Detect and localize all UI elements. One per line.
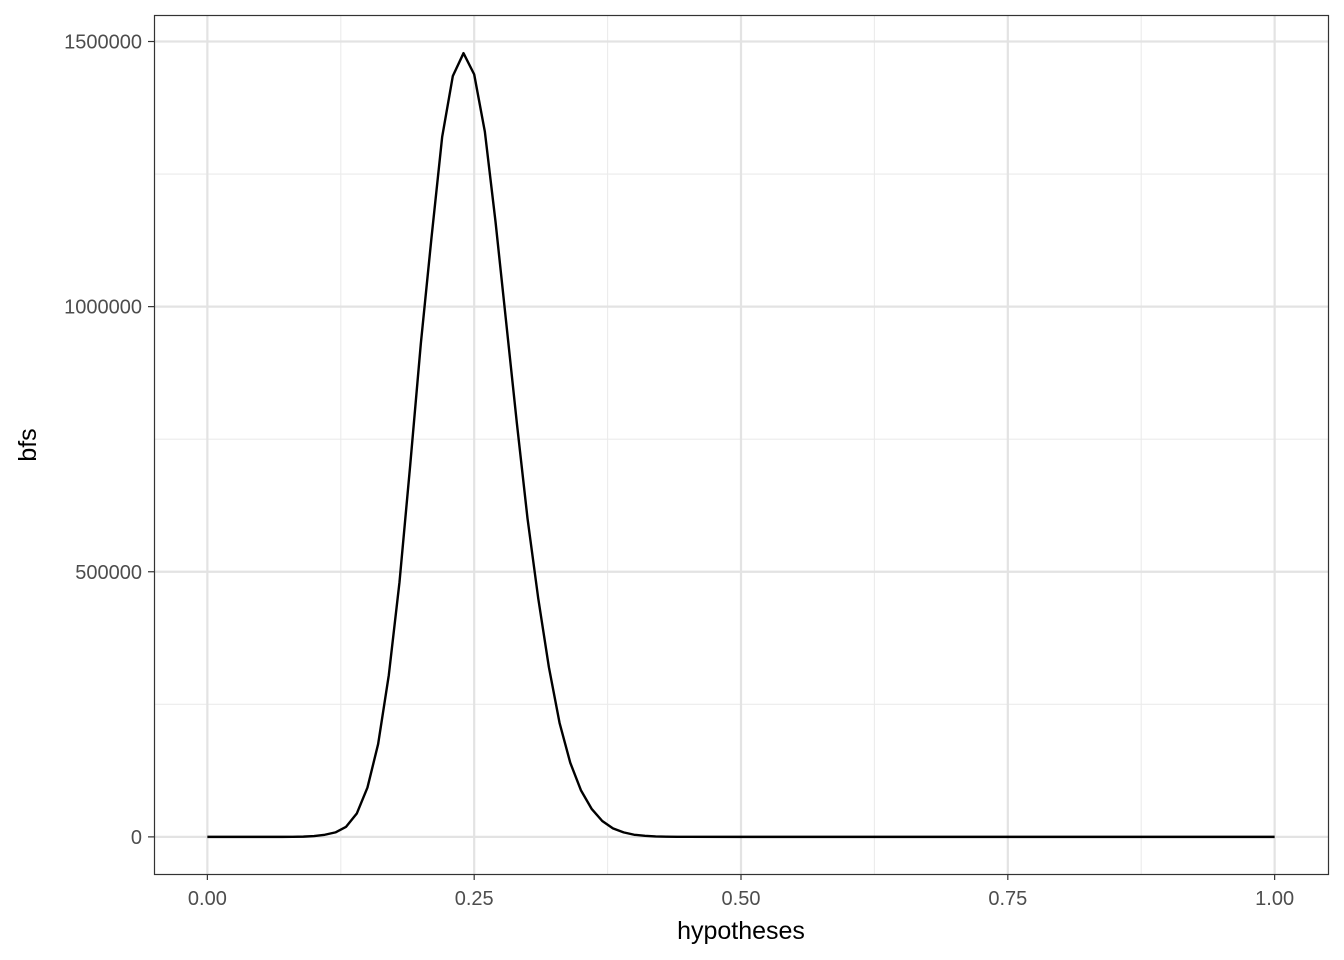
y-axis-ticks: 0 500000 1000000 1500000 — [64, 32, 154, 849]
y-tick-label: 1000000 — [64, 297, 142, 319]
x-tick-label: 0.25 — [455, 888, 494, 910]
x-tick-label: 1.00 — [1255, 888, 1294, 910]
y-tick-label: 0 — [131, 827, 142, 849]
x-tick-label: 0.00 — [188, 888, 227, 910]
y-tick-label: 500000 — [75, 562, 142, 584]
y-tick-label: 1500000 — [64, 32, 142, 54]
x-axis-title: hypotheses — [677, 917, 805, 945]
x-tick-label: 0.75 — [988, 888, 1027, 910]
x-axis-ticks: 0.00 0.25 0.50 0.75 1.00 — [188, 874, 1294, 910]
x-tick-label: 0.50 — [722, 888, 761, 910]
series-line — [207, 51, 1275, 839]
y-axis-title: bfs — [14, 428, 42, 461]
